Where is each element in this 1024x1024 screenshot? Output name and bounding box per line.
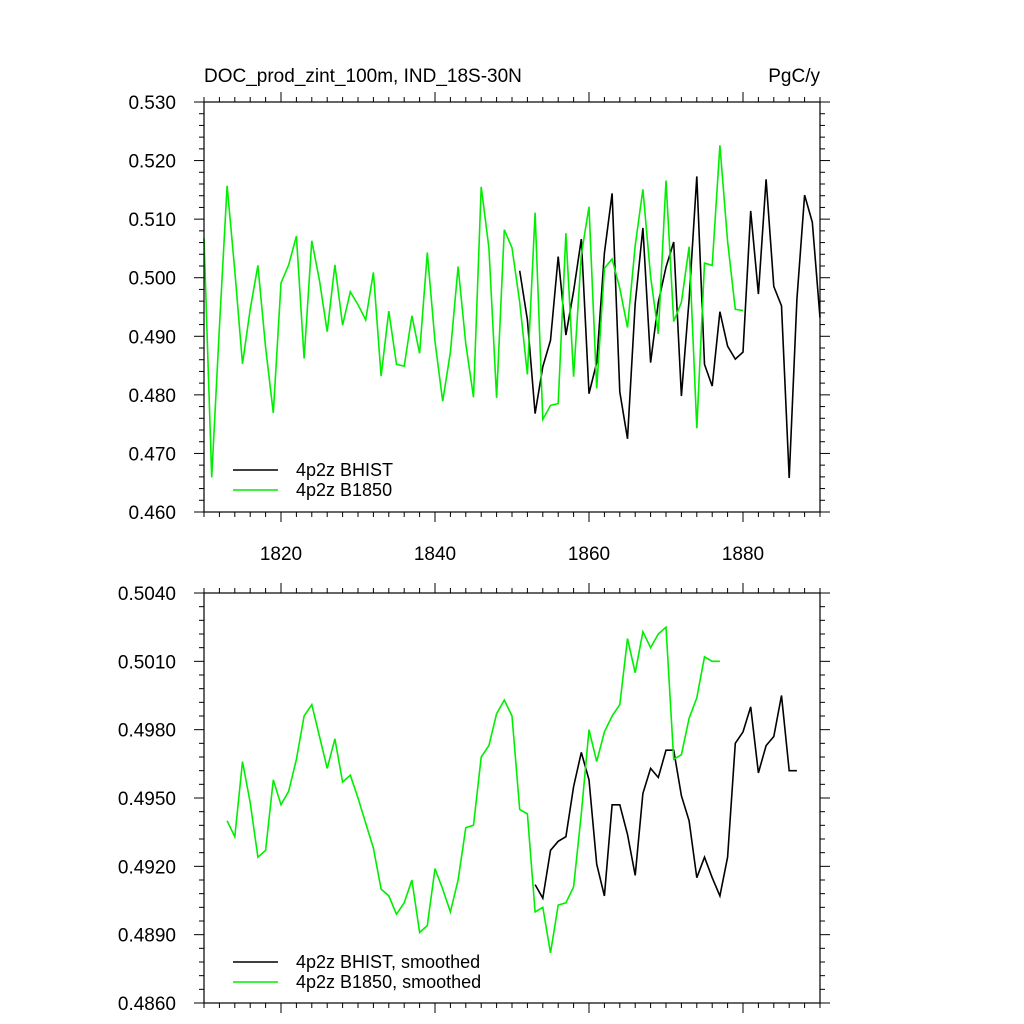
legend-label-b1850-smoothed: 4p2z B1850, smoothed [296,972,481,992]
series-line-4p2z-b1850 [203,145,744,478]
y-tick-label: 0.520 [128,152,176,173]
y-tick-label: 0.4890 [118,926,176,947]
series-line-4p2z-b1850-smoothed [226,625,720,954]
x-tick-label: 1880 [722,544,764,565]
bottom-panel-legend: 4p2z BHIST, smoothed 4p2z B1850, smoothe… [233,952,481,992]
x-tick-label: 1860 [568,544,610,565]
top-panel: DOC_prod_zint_100m, IND_18S-30N PgC/y 18… [128,66,830,565]
y-tick-label: 0.490 [128,327,176,348]
y-tick-label: 0.460 [128,503,176,524]
bottom-panel-frame [203,592,821,1004]
y-tick-label: 0.500 [128,269,176,290]
top-panel-frame [203,101,821,513]
top-panel-title: DOC_prod_zint_100m, IND_18S-30N [204,66,522,87]
bottom-panel: 0.4860 0.4890 0.4920 0.4950 0.4980 0.5010 0.50… [118,583,830,1015]
y-tick-label: 0.4950 [118,789,176,810]
y-tick-label: 0.5040 [118,584,176,605]
bottom-panel-series [226,625,797,954]
y-tick-label: 0.4980 [118,721,176,742]
legend-label-bhist: 4p2z BHIST [296,460,393,480]
bottom-panel-ticks: 0.4860 0.4890 0.4920 0.4950 0.4980 0.5010 0.50… [118,583,830,1015]
y-tick-label: 0.530 [128,93,176,114]
y-tick-label: 0.510 [128,210,176,231]
x-tick-label: 1840 [414,544,456,565]
y-tick-label: 0.5010 [118,652,176,673]
top-panel-legend: 4p2z BHIST 4p2z B1850 [233,460,393,500]
series-line-4p2z-bhist [518,176,821,479]
top-panel-units: PgC/y [768,66,820,87]
y-tick-label: 0.470 [128,444,176,465]
y-tick-label: 0.480 [128,386,176,407]
y-tick-label: 0.4920 [118,857,176,878]
y-tick-label: 0.4860 [118,994,176,1015]
legend-label-bhist-smoothed: 4p2z BHIST, smoothed [296,952,480,972]
top-panel-series [203,145,821,479]
series-line-4p2z-bhist-smoothed [534,695,797,901]
x-tick-label: 1820 [260,544,302,565]
legend-label-b1850: 4p2z B1850 [296,480,392,500]
top-panel-ticks: 1820 1840 1860 1880 0.460 0.470 0.480 0.490 0.50… [128,92,830,565]
